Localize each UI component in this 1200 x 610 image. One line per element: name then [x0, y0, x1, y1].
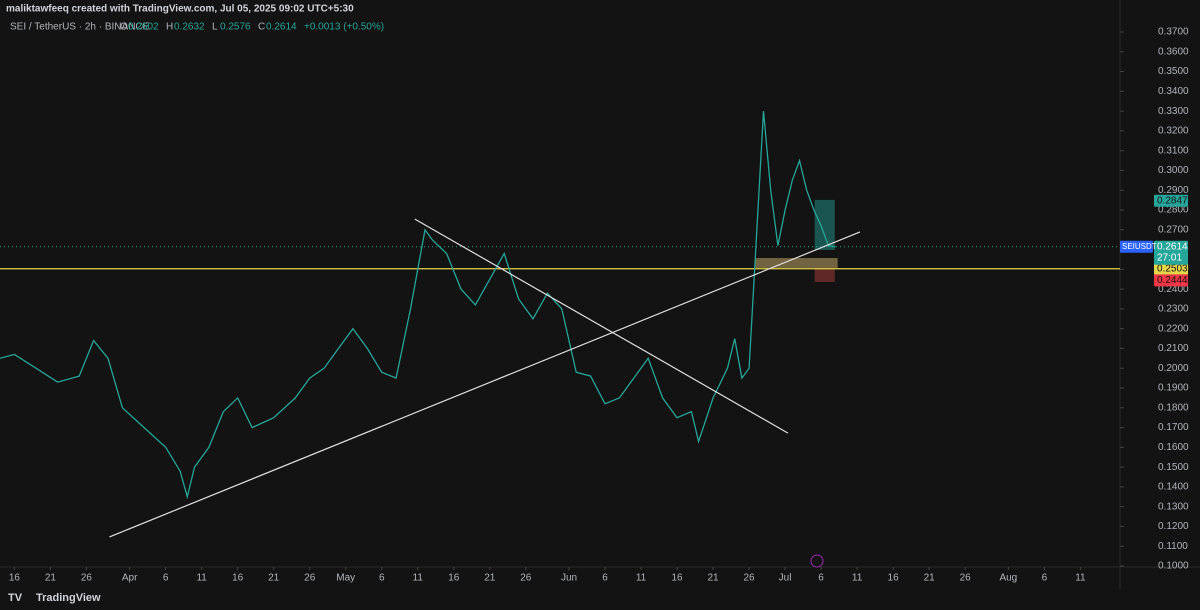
x-tick-label: 6: [1042, 573, 1048, 584]
y-tick-label: 0.2400: [1158, 284, 1189, 295]
ohlc-key: C: [258, 22, 265, 33]
y-tick-label: 0.1300: [1158, 501, 1189, 512]
x-tick-label: 6: [379, 573, 385, 584]
symbol-badge: [1120, 240, 1153, 253]
x-tick-label: 26: [960, 573, 972, 584]
price-label: 0.2847: [1157, 195, 1188, 206]
trendline: [414, 218, 789, 434]
x-tick-label: 11: [852, 573, 863, 584]
y-tick-label: 0.1800: [1158, 402, 1189, 413]
y-tick-label: 0.1500: [1158, 462, 1189, 473]
x-tick-label: 26: [744, 573, 756, 584]
ohlc-key: O: [120, 22, 128, 33]
x-tick-label: 11: [636, 573, 647, 584]
x-tick-label: 16: [671, 573, 683, 584]
y-tick-label: 0.2900: [1158, 185, 1189, 196]
last-badge: [1154, 240, 1188, 265]
y-tick-label: 0.2300: [1158, 304, 1189, 315]
trendline: [109, 231, 861, 538]
y-tick-label: 0.3400: [1158, 86, 1189, 97]
price-badge: [1154, 262, 1188, 275]
zone: [755, 258, 838, 268]
price-line: [0, 111, 836, 500]
y-tick-label: 0.1000: [1158, 561, 1189, 572]
price-label: 0.2444: [1157, 275, 1188, 286]
x-tick-label: 21: [484, 573, 496, 584]
y-tick-label: 0.2700: [1158, 224, 1189, 235]
y-tick-label: 0.1600: [1158, 442, 1189, 453]
x-tick-label: 21: [45, 573, 57, 584]
y-tick-label: 0.3200: [1158, 126, 1189, 137]
y-tick-label: 0.2800: [1158, 205, 1189, 216]
credit: maliktawfeeq created with TradingView.co…: [6, 4, 354, 15]
x-tick-label: Aug: [999, 573, 1017, 584]
y-tick-label: 0.1100: [1158, 541, 1188, 552]
x-tick-label: Jul: [779, 573, 792, 584]
x-tick-label: 21: [268, 573, 280, 584]
zone: [814, 267, 835, 282]
x-tick-label: 6: [163, 573, 169, 584]
x-tick-label: 11: [413, 573, 424, 584]
x-tick-label: 26: [304, 573, 316, 584]
event-icon: [810, 554, 824, 568]
x-tick-label: 6: [818, 573, 824, 584]
y-tick-label: 0.3300: [1158, 106, 1189, 117]
y-tick-label: 0.1200: [1158, 521, 1189, 532]
symbol-label: SEIUSDT: [1122, 242, 1157, 251]
x-tick-label: 26: [520, 573, 532, 584]
x-tick-label: Jun: [561, 573, 577, 584]
ohlc-value: 0.2576: [220, 22, 251, 33]
price-badge: [1154, 274, 1188, 287]
x-tick-label: 11: [1075, 573, 1086, 584]
countdown: 27:01: [1157, 252, 1182, 263]
x-tick-label: 26: [81, 573, 93, 584]
x-tick-label: 11: [196, 573, 207, 584]
x-tick-label: 6: [602, 573, 608, 584]
y-tick-label: 0.3000: [1158, 165, 1189, 176]
y-tick-label: 0.3600: [1158, 46, 1189, 57]
change: +0.0013 (+0.50%): [304, 22, 384, 33]
ohlc-key: L: [212, 22, 218, 33]
x-tick-label: 21: [707, 573, 719, 584]
y-tick-label: 0.1900: [1158, 383, 1189, 394]
x-tick-label: 16: [232, 573, 244, 584]
ohlc-key: H: [166, 22, 173, 33]
y-tick-label: 0.3100: [1158, 145, 1189, 156]
ohlc-value: 0.2614: [266, 22, 297, 33]
y-tick-label: 0.2100: [1158, 343, 1189, 354]
x-tick-label: May: [336, 573, 355, 584]
x-tick-label: 16: [888, 573, 900, 584]
y-tick-label: 0.1400: [1158, 482, 1189, 493]
price-badge: [1154, 194, 1188, 207]
price-label: 0.2503: [1157, 263, 1188, 274]
zone: [814, 199, 835, 250]
y-tick-label: 0.3500: [1158, 66, 1189, 77]
symbol: SEI / TetherUS · 2h · BINANCE: [10, 22, 150, 33]
logo: TV: [8, 592, 23, 604]
y-tick-label: 0.2200: [1158, 323, 1189, 334]
x-tick-label: 16: [448, 573, 460, 584]
ohlc-value: 0.2632: [174, 22, 205, 33]
y-tick-label: 0.1700: [1158, 422, 1189, 433]
x-tick-label: 21: [924, 573, 936, 584]
y-tick-label: 0.3700: [1158, 27, 1189, 38]
ohlc-value: 0.2602: [128, 22, 159, 33]
y-tick-label: 0.2000: [1158, 363, 1189, 374]
last-price: 0.2614: [1157, 241, 1188, 252]
x-tick-label: Apr: [122, 573, 138, 584]
brand: TradingView: [36, 592, 101, 604]
x-tick-label: 16: [9, 573, 21, 584]
